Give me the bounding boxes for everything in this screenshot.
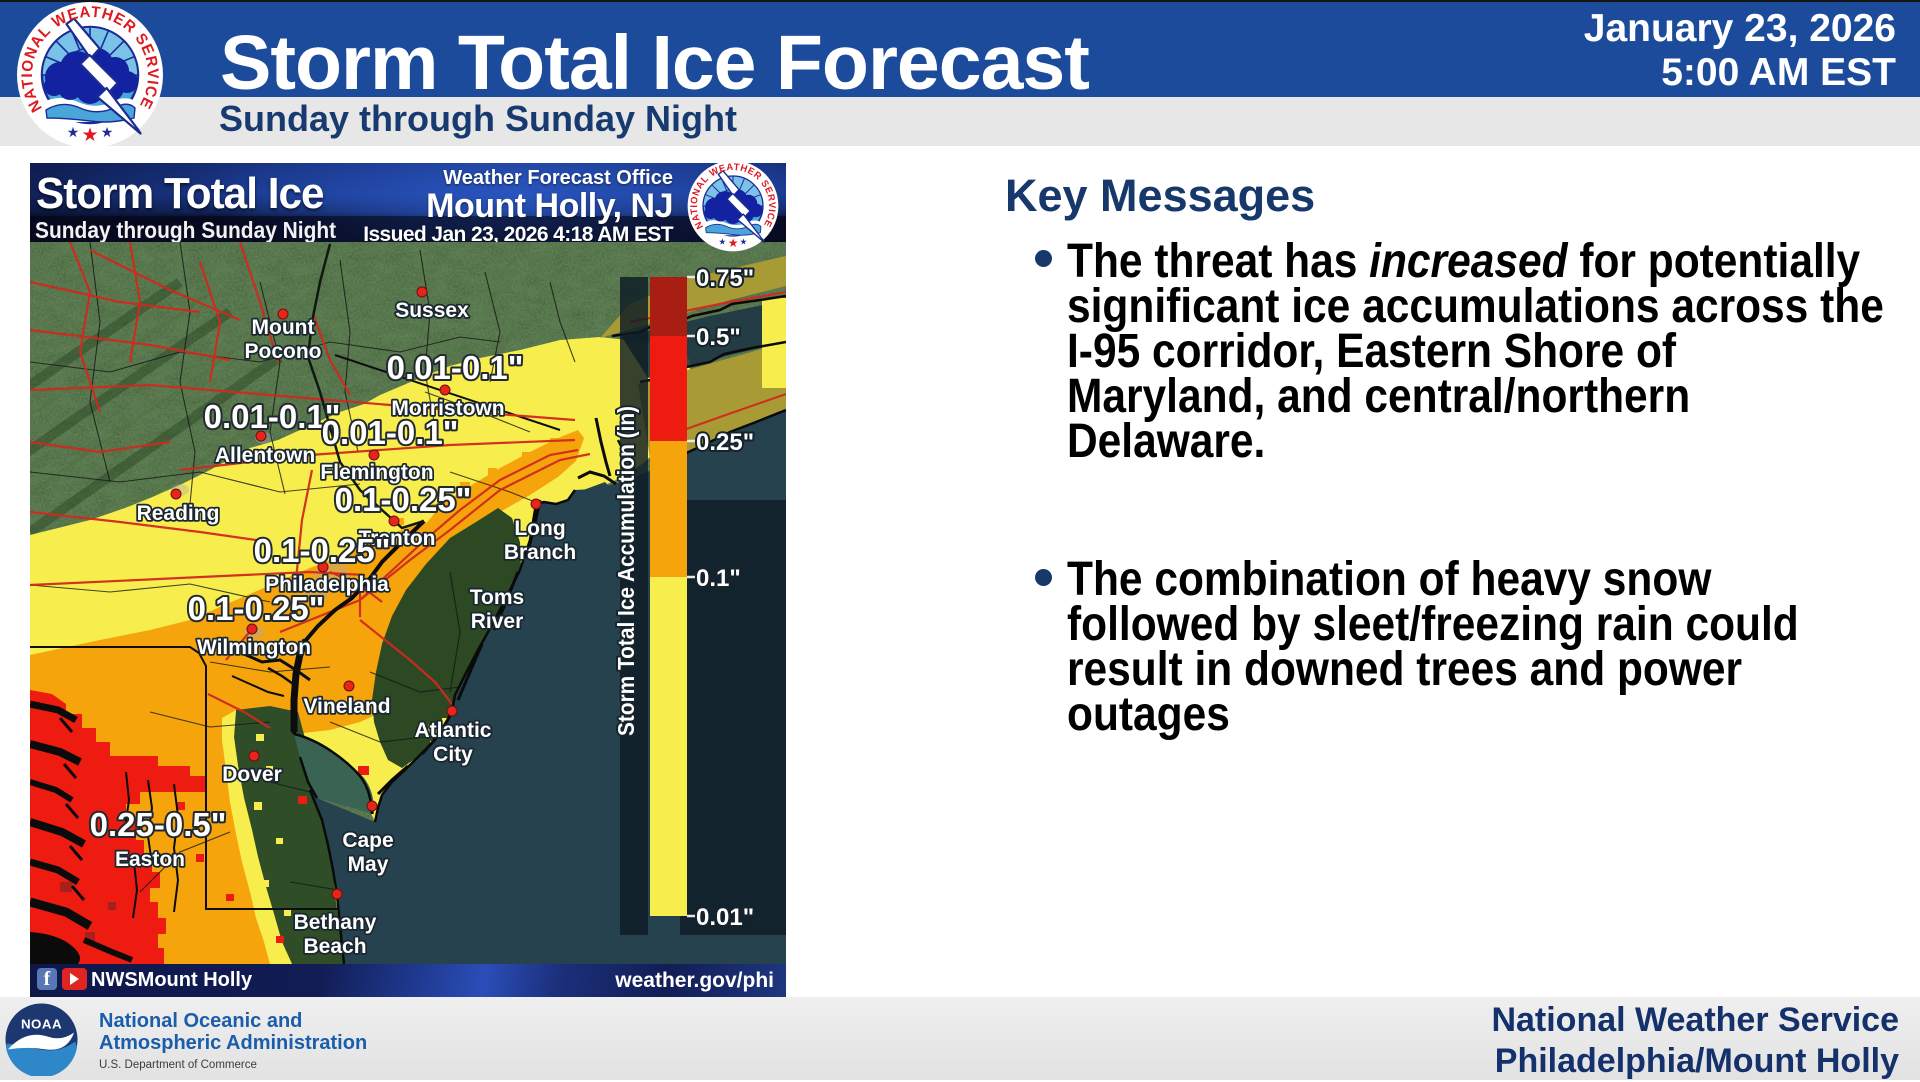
svg-text:Trenton: Trenton [359, 527, 436, 550]
svg-text:City: City [433, 743, 473, 766]
svg-text:0.01-0.1": 0.01-0.1" [204, 398, 341, 435]
svg-text:0.1": 0.1" [696, 565, 741, 592]
svg-text:Long: Long [514, 517, 565, 540]
svg-text:Storm Total Ice Accumulation (: Storm Total Ice Accumulation (in) [613, 406, 639, 736]
svg-text:Allentown: Allentown [215, 444, 315, 467]
svg-text:0.01-0.1": 0.01-0.1" [322, 414, 459, 451]
svg-text:Beach: Beach [303, 935, 366, 958]
svg-text:Sussex: Sussex [395, 299, 469, 322]
svg-text:Flemington: Flemington [320, 461, 433, 484]
svg-text:NOAA: NOAA [21, 1017, 62, 1032]
svg-text:Reading: Reading [137, 502, 220, 525]
svg-text:Wilmington: Wilmington [197, 636, 311, 659]
svg-text:0.25-0.5": 0.25-0.5" [90, 806, 227, 843]
svg-text:★: ★ [81, 125, 98, 146]
svg-text:★: ★ [67, 124, 80, 140]
svg-text:0.1-0.25": 0.1-0.25" [335, 481, 472, 518]
svg-text:0.1-0.25": 0.1-0.25" [254, 532, 391, 569]
svg-text:★: ★ [101, 124, 114, 140]
svg-text:Easton: Easton [115, 848, 185, 871]
svg-text:0.75": 0.75" [696, 265, 754, 292]
svg-text:River: River [471, 610, 524, 633]
svg-text:0.01": 0.01" [696, 904, 754, 931]
svg-text:Branch: Branch [504, 541, 576, 564]
svg-text:Morristown: Morristown [391, 397, 504, 420]
svg-text:Atlantic: Atlantic [414, 719, 491, 742]
svg-text:0.5": 0.5" [696, 324, 741, 351]
svg-text:Philadelphia: Philadelphia [265, 573, 389, 596]
svg-text:0.1-0.25": 0.1-0.25" [188, 590, 325, 627]
svg-text:Cape: Cape [342, 829, 393, 852]
svg-text:0.25": 0.25" [696, 429, 754, 456]
svg-text:May: May [348, 853, 389, 876]
svg-text:0.01-0.1": 0.01-0.1" [387, 349, 524, 386]
svg-text:Pocono: Pocono [245, 340, 322, 363]
svg-text:Mount: Mount [252, 316, 315, 339]
svg-text:Toms: Toms [470, 586, 524, 609]
svg-text:Bethany: Bethany [294, 911, 377, 934]
svg-text:Dover: Dover [222, 763, 282, 786]
svg-text:Vineland: Vineland [303, 695, 390, 718]
